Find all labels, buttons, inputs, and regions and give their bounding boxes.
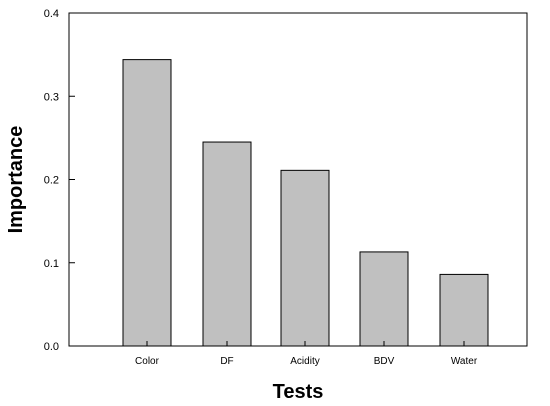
x-axis-title: Tests [273,381,324,403]
bar-water [439,273,489,347]
y-tick-label: 0.0 [44,341,59,353]
bar-color [122,59,172,347]
y-tick-label: 0.3 [44,91,59,103]
y-axis-title: Importance [5,126,27,234]
bar-acidity [280,169,330,347]
bar-bdv [359,251,409,347]
y-tick-label: 0.1 [44,258,59,270]
bars-group [122,59,489,347]
x-tick-label-color: Color [135,356,160,367]
y-tick-label: 0.2 [44,175,59,187]
x-axis-ticks: Color DF Acidity BDV Water [135,341,478,367]
y-axis-ticks: 0.0 0.1 0.2 0.3 0.4 [44,8,75,353]
bar-df [202,141,252,347]
x-tick-label-df: DF [220,356,233,367]
x-tick-label-acidity: Acidity [290,356,319,367]
x-tick-label-water: Water [451,356,478,367]
y-tick-label: 0.4 [44,8,59,20]
x-tick-label-bdv: BDV [374,356,395,367]
